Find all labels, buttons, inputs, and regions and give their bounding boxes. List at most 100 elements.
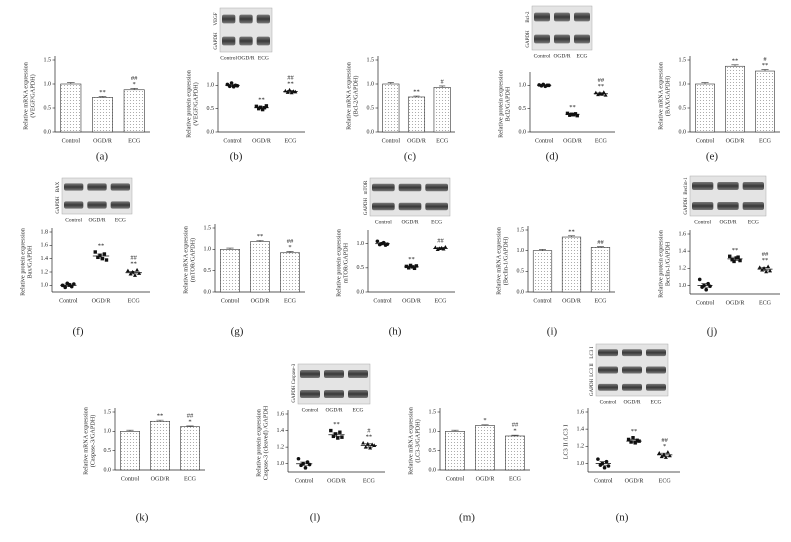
blot-label: mTOR <box>364 180 369 194</box>
data-point <box>443 244 448 249</box>
y-tick-label: 1.0 <box>679 81 687 87</box>
x-tick-label: Control <box>121 476 140 482</box>
blot-label: Beclin-1 <box>684 177 689 195</box>
data-point <box>104 258 109 262</box>
significance-mark: * <box>663 443 666 450</box>
blot-band <box>692 202 714 210</box>
y-tick-label: 1.5 <box>679 57 687 63</box>
significance-mark: ** <box>130 260 137 267</box>
blot-lane-label: OGD/R <box>719 219 736 225</box>
blot-band <box>64 201 84 209</box>
y-axis-label: Relative mRNA expression <box>345 62 352 130</box>
error-bar <box>300 461 309 466</box>
error-bar <box>630 439 638 444</box>
x-tick-label: ECG <box>436 138 449 144</box>
y-tick-label: 1.0 <box>519 83 527 89</box>
y-axis-label: Bcl2/GAPDH <box>504 86 511 121</box>
blot-band <box>256 14 270 24</box>
bar <box>220 249 240 293</box>
error-bar <box>97 253 105 259</box>
data-point <box>565 111 570 116</box>
significance-mark: * <box>288 244 291 251</box>
blot-lane-label: OGD/R <box>237 55 254 61</box>
error-bar <box>287 90 294 93</box>
bar <box>123 89 145 133</box>
data-point <box>596 457 600 461</box>
blot-lane-label: Control <box>600 399 617 405</box>
x-tick-label: ECG <box>759 300 772 306</box>
data-point <box>296 456 301 461</box>
blot-band <box>87 201 107 209</box>
blot-lane-label: OGD/R <box>553 53 570 59</box>
data-point <box>365 441 370 446</box>
x-tick-label: OGD/R <box>92 298 111 304</box>
bar <box>382 83 400 133</box>
x-tick-label: Control <box>223 138 242 144</box>
y-tick-label: 1.5 <box>104 409 112 415</box>
significance-mark: ** <box>413 88 420 95</box>
blot-label: LC3 II <box>590 363 595 377</box>
error-bar <box>64 283 73 287</box>
panel-label: (a) <box>96 151 109 163</box>
y-tick-label: 1.0 <box>429 429 437 435</box>
bar <box>150 420 170 471</box>
y-axis-label: Bax/GAPDH <box>26 245 33 279</box>
blot-band <box>110 201 130 209</box>
blot-band <box>398 183 422 192</box>
error-bar <box>229 84 236 87</box>
y-axis-label: (Beclin-1/GAPDH) <box>502 237 509 285</box>
significance-mark: ** <box>366 433 373 440</box>
y-axis-label: Relative protein expression <box>497 70 504 138</box>
x-tick-label: ECG <box>184 476 197 482</box>
y-axis-label: Beclin-1/GAPDH <box>664 241 671 286</box>
data-point <box>575 113 579 118</box>
blot-band <box>554 34 570 44</box>
y-tick-label: 0.0 <box>429 467 437 473</box>
data-point <box>260 107 265 112</box>
data-point <box>329 428 333 433</box>
data-point <box>606 464 611 468</box>
y-axis-label: Relative mRNA expression <box>407 407 414 475</box>
y-tick-label: 1.8 <box>41 229 49 235</box>
data-point <box>375 239 380 244</box>
data-point <box>667 453 672 458</box>
error-bar <box>599 461 608 466</box>
blot-label: Caspase-3 <box>292 363 297 384</box>
blot-band <box>222 14 236 24</box>
bar <box>475 425 495 471</box>
blot-lane-label: ECG <box>577 53 588 59</box>
y-tick-label: 0.0 <box>104 467 112 473</box>
panel-label: (m) <box>459 512 475 524</box>
y-axis-label: Relative protein expression <box>255 409 262 477</box>
error-bar <box>129 271 138 275</box>
blot-lane-label: OGD/R <box>88 217 105 223</box>
bar <box>433 87 451 133</box>
bar <box>532 250 553 293</box>
significance-mark: ** <box>568 228 575 235</box>
data-point <box>629 440 633 444</box>
x-tick-label: Control <box>533 298 552 304</box>
y-tick-label: 1.0 <box>104 429 112 435</box>
data-point <box>730 258 734 262</box>
y-tick-label: 0.5 <box>357 265 365 271</box>
significance-mark: ## <box>287 238 294 245</box>
x-tick-label: OGD/R <box>563 138 582 144</box>
y-axis-label: (VEGF/GAPDH) <box>29 74 36 117</box>
blot-label: GAPDH <box>364 198 369 216</box>
y-tick-label: 0.0 <box>679 129 687 135</box>
error-bar <box>98 96 107 98</box>
y-axis-label: (Bcl-2/GAPDH) <box>352 76 359 117</box>
data-point <box>626 437 631 442</box>
error-bar <box>731 256 739 261</box>
blot-band <box>742 202 764 210</box>
y-tick-label: 1.6 <box>577 409 585 415</box>
x-tick-label: ECG <box>595 298 608 304</box>
blot-band <box>110 183 130 191</box>
x-tick-label: OGD/R <box>151 476 170 482</box>
data-point <box>757 265 762 269</box>
x-tick-label: Control <box>373 298 392 304</box>
data-point <box>571 113 576 117</box>
data-point <box>764 269 769 274</box>
bar <box>60 83 82 133</box>
